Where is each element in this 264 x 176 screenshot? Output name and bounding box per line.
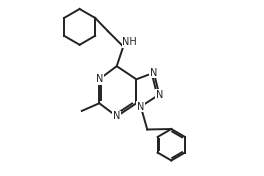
Text: N: N [150,68,158,78]
Text: N: N [113,111,120,121]
Text: N: N [155,90,163,100]
Text: NH: NH [122,37,137,47]
Text: N: N [137,102,144,112]
Text: N: N [96,74,103,84]
